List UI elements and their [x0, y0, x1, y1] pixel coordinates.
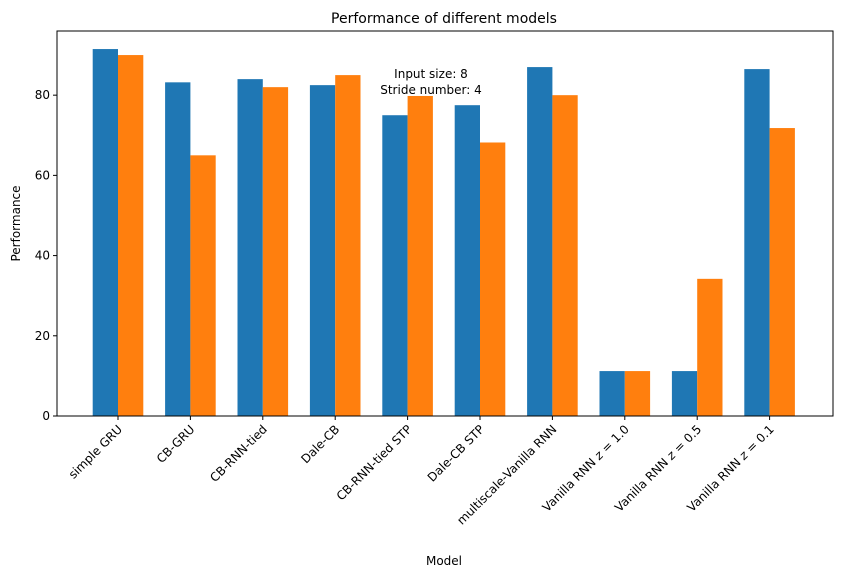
annotation-stride-number: Stride number: 4 [380, 83, 482, 97]
bar-series1-0 [92, 49, 118, 417]
x-tick-label-3: Dale-CB [298, 422, 342, 466]
y-tick-label-4: 80 [35, 88, 50, 102]
x-tick-label-5: Dale-CB STP [425, 422, 487, 484]
bar-series2-9 [769, 128, 795, 417]
bar-series2-7 [624, 371, 651, 416]
y-axis-label: Performance [9, 185, 23, 261]
bar-series2-4 [407, 95, 433, 416]
x-axis: simple GRU CB-GRU CB-RNN-tied Dale-CBCB-RNN… [66, 416, 777, 528]
bar-series2-2 [262, 87, 289, 417]
bar-series1-5 [454, 105, 480, 416]
bar-series1-7 [599, 371, 625, 416]
chart-annotation: Input size: 8 Stride number: 4 [380, 67, 482, 97]
chart-title: Performance of different models [331, 11, 557, 27]
y-tick-label-3: 60 [35, 168, 50, 182]
x-tick-label-0: simple GRU [66, 422, 125, 481]
x-tick-label-1: CB-GRU [154, 422, 198, 466]
bar-series2-6 [552, 95, 578, 417]
bar-series1-1 [165, 82, 191, 416]
annotation-input-size: Input size: 8 [394, 67, 468, 81]
bar-series2-1 [190, 155, 216, 416]
bar-series1-8 [671, 371, 698, 416]
x-tick-label-4: CB-RNN-tied STP [334, 422, 415, 503]
bar-series2-8 [697, 278, 723, 416]
plot-frame [56, 30, 834, 417]
x-tick-label-2: CB-RNN-tied [207, 422, 270, 485]
bar-series2-5 [480, 142, 506, 417]
y-axis: 0 20 40 60 80 [35, 88, 57, 423]
bar-series2-0 [118, 55, 144, 417]
y-tick-label-2: 40 [35, 249, 50, 263]
y-tick-label-0: 0 [42, 409, 50, 423]
bar-series1-3 [309, 85, 336, 416]
x-axis-label: Model [426, 554, 462, 568]
bar-series1-2 [237, 79, 263, 417]
bar-series2-3 [335, 75, 361, 417]
bar-series1-4 [382, 115, 408, 416]
bars-group [92, 49, 795, 417]
y-tick-label-1: 20 [35, 329, 50, 343]
bar-series1-9 [744, 69, 770, 416]
bar-series1-6 [527, 67, 553, 416]
